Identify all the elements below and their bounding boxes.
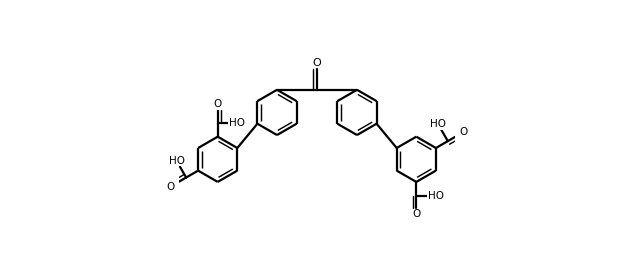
Text: HO: HO — [169, 156, 184, 166]
Text: HO: HO — [229, 118, 245, 128]
Text: HO: HO — [427, 191, 444, 201]
Text: O: O — [166, 182, 174, 192]
Text: O: O — [214, 99, 222, 109]
Text: HO: HO — [430, 119, 446, 129]
Text: O: O — [460, 127, 468, 137]
Text: O: O — [313, 58, 321, 68]
Text: O: O — [412, 209, 420, 219]
